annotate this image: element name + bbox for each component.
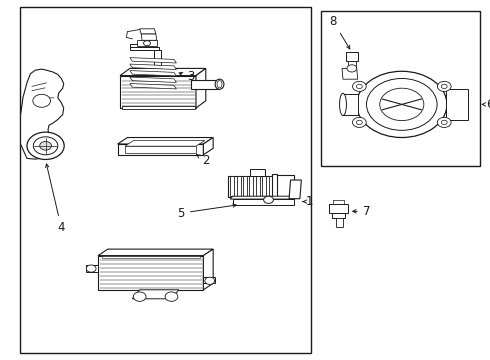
Polygon shape: [130, 44, 149, 47]
Polygon shape: [342, 68, 358, 79]
Polygon shape: [203, 138, 213, 155]
Circle shape: [380, 88, 424, 121]
Polygon shape: [329, 204, 348, 213]
Text: 1: 1: [306, 195, 313, 208]
Bar: [20, 7, 311, 353]
Polygon shape: [196, 68, 206, 108]
Bar: [321, 11, 480, 166]
Circle shape: [438, 81, 451, 91]
Polygon shape: [250, 169, 265, 176]
Polygon shape: [130, 64, 176, 69]
Polygon shape: [98, 249, 213, 256]
Polygon shape: [125, 140, 205, 146]
Circle shape: [40, 141, 51, 150]
Text: 6: 6: [486, 98, 490, 111]
Polygon shape: [102, 256, 200, 258]
Polygon shape: [289, 180, 301, 199]
Circle shape: [441, 120, 447, 125]
Circle shape: [347, 65, 357, 72]
Circle shape: [33, 137, 58, 155]
Polygon shape: [446, 89, 468, 120]
Polygon shape: [130, 71, 176, 76]
Circle shape: [352, 81, 366, 91]
Polygon shape: [269, 176, 272, 196]
Polygon shape: [125, 146, 196, 153]
Polygon shape: [130, 47, 159, 50]
Polygon shape: [348, 61, 356, 67]
Ellipse shape: [215, 79, 224, 89]
Polygon shape: [336, 218, 343, 227]
Circle shape: [367, 78, 437, 130]
Circle shape: [165, 292, 178, 301]
Polygon shape: [256, 176, 260, 196]
Ellipse shape: [217, 81, 222, 88]
Text: 3: 3: [179, 70, 195, 83]
Polygon shape: [230, 176, 234, 196]
Ellipse shape: [340, 93, 346, 116]
Circle shape: [33, 94, 50, 107]
Polygon shape: [140, 29, 156, 34]
Polygon shape: [86, 265, 98, 272]
Polygon shape: [154, 50, 161, 65]
Polygon shape: [346, 52, 358, 61]
Circle shape: [144, 41, 150, 46]
Text: 2: 2: [196, 154, 210, 167]
Circle shape: [441, 84, 447, 89]
Polygon shape: [332, 213, 345, 218]
Text: 5: 5: [177, 204, 236, 220]
Polygon shape: [262, 176, 266, 196]
Polygon shape: [237, 176, 241, 196]
Polygon shape: [118, 138, 213, 144]
Polygon shape: [203, 249, 213, 290]
Polygon shape: [130, 58, 176, 63]
Circle shape: [438, 117, 451, 127]
Circle shape: [352, 117, 366, 127]
Polygon shape: [343, 94, 358, 115]
Polygon shape: [120, 76, 196, 108]
Polygon shape: [130, 77, 176, 82]
Polygon shape: [98, 256, 203, 290]
Polygon shape: [137, 40, 157, 46]
Text: 8: 8: [329, 15, 350, 49]
Polygon shape: [141, 34, 157, 40]
Polygon shape: [233, 199, 294, 205]
Polygon shape: [272, 175, 294, 199]
Polygon shape: [118, 144, 203, 155]
Circle shape: [133, 292, 146, 301]
Polygon shape: [191, 80, 218, 89]
Polygon shape: [122, 106, 195, 109]
Polygon shape: [249, 176, 253, 196]
Circle shape: [357, 71, 447, 138]
Polygon shape: [120, 68, 206, 76]
Circle shape: [264, 196, 273, 203]
Text: 7: 7: [353, 205, 370, 218]
Polygon shape: [130, 84, 176, 89]
Circle shape: [86, 265, 96, 272]
Polygon shape: [132, 290, 179, 299]
Circle shape: [205, 277, 215, 284]
Polygon shape: [272, 174, 277, 200]
Text: 4: 4: [46, 164, 65, 234]
Polygon shape: [243, 176, 247, 196]
Circle shape: [27, 132, 64, 159]
Circle shape: [356, 84, 362, 89]
Circle shape: [356, 120, 362, 125]
Polygon shape: [203, 277, 215, 283]
Polygon shape: [230, 196, 294, 199]
Polygon shape: [21, 69, 64, 159]
Polygon shape: [228, 176, 274, 197]
